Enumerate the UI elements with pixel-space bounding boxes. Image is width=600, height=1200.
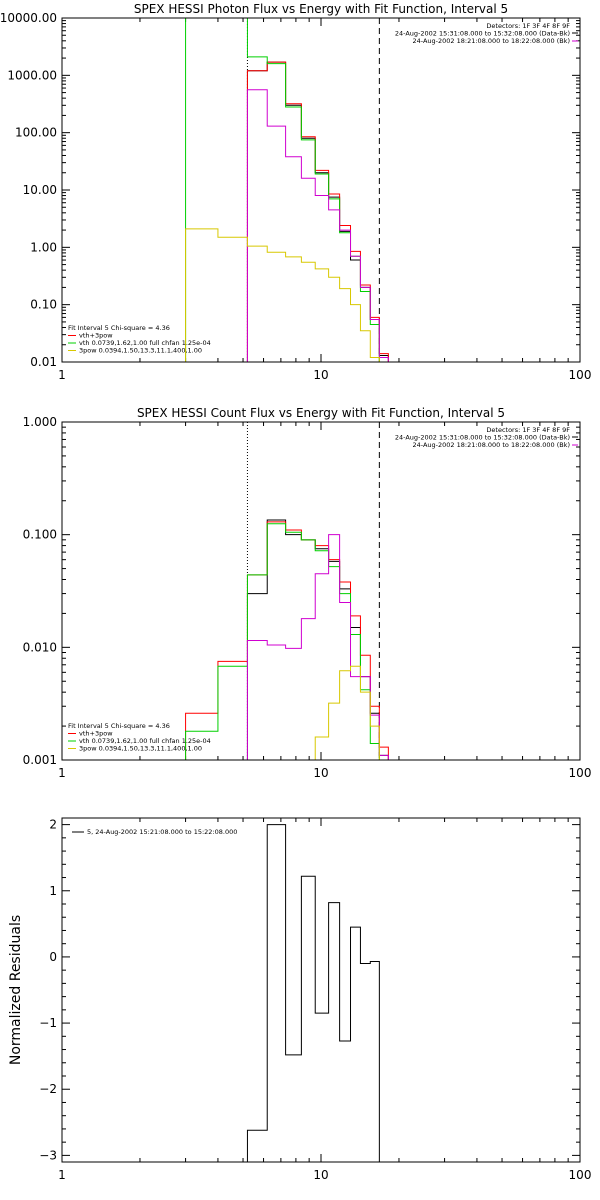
series-group <box>185 18 389 362</box>
y-tick-label: 0.100 <box>23 528 57 542</box>
header-note: Detectors: 1F 3F 4F 8F 9F <box>486 426 570 434</box>
y-tick-label: 0.001 <box>23 753 57 767</box>
plot-frame <box>61 17 581 363</box>
y-tick-label: −3 <box>39 1148 57 1162</box>
x-tick-label: 100 <box>569 766 592 780</box>
y-tick-label: 0 <box>49 950 57 964</box>
y-tick-label: 1 <box>49 884 57 898</box>
series-group <box>185 519 389 760</box>
series-line-2 <box>185 18 389 362</box>
x-tick-label: 10 <box>313 368 328 382</box>
header-note: Detectors: 1F 3F 4F 8F 9F <box>486 22 570 30</box>
y-tick-label: 0.010 <box>23 640 57 654</box>
y-tick-label: 1.00 <box>30 240 57 254</box>
y-tick-label: 10.00 <box>23 183 57 197</box>
series-line-4 <box>185 228 380 362</box>
x-tick-label: 10 <box>313 766 328 780</box>
header-note: 24-Aug-2002 15:31:08.000 to 15:32:08.000… <box>395 434 570 442</box>
header-note: 24-Aug-2002 18:21:08.000 to 18:22:08.000… <box>413 37 570 45</box>
y-tick-label: −2 <box>39 1082 57 1096</box>
y-axis-label: Normalized Residuals <box>8 915 24 1065</box>
chart-title: SPEX HESSI Count Flux vs Energy with Fit… <box>137 406 505 420</box>
series-line-1 <box>246 61 389 362</box>
fit-note: 3pow 0.0394,1.50,13.3,11.1,400,1.00 <box>79 745 202 753</box>
y-tick-label: −1 <box>39 1016 57 1030</box>
panel-2: SPEX HESSI Count Flux vs Energy with Fit… <box>23 406 592 780</box>
series-group <box>246 824 380 1162</box>
series-line-3 <box>246 534 389 760</box>
header-note: 24-Aug-2002 15:31:08.000 to 15:32:08.000… <box>395 30 570 38</box>
fit-note: Fit Interval 5 Chi-square = 4.36 <box>68 324 170 332</box>
y-tick-label: 10000.00 <box>0 11 57 25</box>
series-line-0 <box>246 519 389 760</box>
x-tick-label: 100 <box>569 1168 592 1182</box>
fit-note: Fit Interval 5 Chi-square = 4.36 <box>68 722 170 730</box>
y-tick-label: 0.01 <box>30 355 57 369</box>
fit-note: vth+3pow <box>79 730 113 738</box>
fit-note: vth 0.0739,1.62,1.00 full chfan 1.25e-04 <box>79 339 211 347</box>
x-tick-label: 10 <box>313 1168 328 1182</box>
series-line-0 <box>246 61 389 362</box>
panel-1: SPEX HESSI Photon Flux vs Energy with Fi… <box>0 2 591 382</box>
fit-note: vth 0.0739,1.62,1.00 full chfan 1.25e-04 <box>79 737 211 745</box>
fit-note: vth+3pow <box>79 332 113 340</box>
x-tick-label: 100 <box>569 368 592 382</box>
chart-title: SPEX HESSI Photon Flux vs Energy with Fi… <box>134 2 508 16</box>
x-tick-label: 1 <box>58 368 66 382</box>
plot-frame <box>61 817 581 1163</box>
x-tick-label: 1 <box>58 766 66 780</box>
header-note: 24-Aug-2002 18:21:08.000 to 18:22:08.000… <box>413 441 570 449</box>
fit-note: 3pow 0.0394,1.50,13.3,11.1,400,1.00 <box>79 347 202 355</box>
series-line-3 <box>246 89 389 362</box>
legend-label: 5, 24-Aug-2002 15:21:08.000 to 15:22:08.… <box>87 828 237 836</box>
y-tick-label: 2 <box>49 818 57 832</box>
y-tick-label: 0.10 <box>30 298 57 312</box>
series-line-1 <box>185 521 389 760</box>
y-tick-label: 1000.00 <box>7 68 57 82</box>
y-tick-label: 100.00 <box>15 126 57 140</box>
y-tick-label: 1.000 <box>23 415 57 429</box>
x-tick-label: 1 <box>58 1168 66 1182</box>
plot-frame <box>61 421 581 761</box>
series-line-0 <box>246 824 380 1162</box>
series-line-4 <box>314 665 380 760</box>
